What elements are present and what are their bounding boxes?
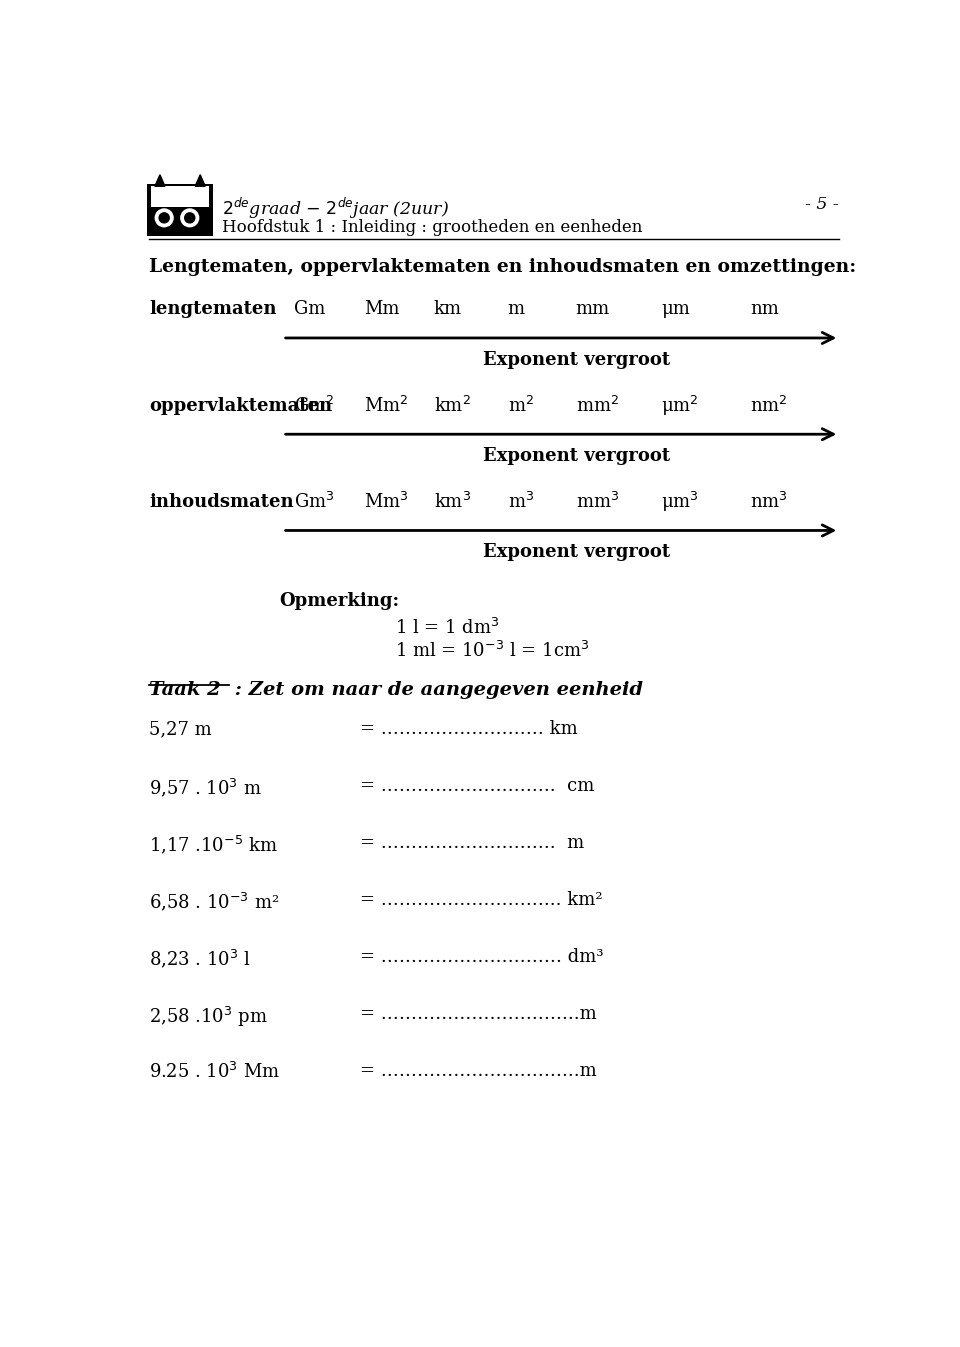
Text: Gm: Gm <box>295 300 325 318</box>
Text: 1 ml = 10$^{-3}$ l = 1cm$^3$: 1 ml = 10$^{-3}$ l = 1cm$^3$ <box>396 641 589 660</box>
Text: mm$^2$: mm$^2$ <box>576 396 619 416</box>
Circle shape <box>184 213 195 222</box>
Bar <box>147 185 213 236</box>
Bar <box>151 186 209 207</box>
Polygon shape <box>155 175 165 186</box>
Text: 5,27 m: 5,27 m <box>150 719 212 738</box>
Text: km: km <box>434 300 462 318</box>
Text: Exponent vergroot: Exponent vergroot <box>483 350 670 369</box>
Text: μm$^3$: μm$^3$ <box>660 490 699 515</box>
Text: = …………………………...m: = …………………………...m <box>360 1061 597 1080</box>
Text: Mm$^2$: Mm$^2$ <box>364 396 409 416</box>
Text: nm$^2$: nm$^2$ <box>750 396 787 416</box>
Circle shape <box>156 209 173 226</box>
Circle shape <box>180 209 199 226</box>
Text: m$^2$: m$^2$ <box>508 396 534 416</box>
Text: km$^2$: km$^2$ <box>434 396 470 416</box>
Text: = …………………………...m: = …………………………...m <box>360 1005 597 1022</box>
Text: Mm$^3$: Mm$^3$ <box>364 492 409 512</box>
Text: nm$^3$: nm$^3$ <box>750 492 788 512</box>
Text: 1 l = 1 dm$^3$: 1 l = 1 dm$^3$ <box>396 617 499 637</box>
Text: = ………………………… dm³: = ………………………… dm³ <box>360 948 604 966</box>
Text: = ………………………..  cm: = ……………………….. cm <box>360 777 594 795</box>
Text: 2,58 .10$^{3}$ pm: 2,58 .10$^{3}$ pm <box>150 1005 269 1029</box>
Text: Lengtematen, oppervlaktematen en inhoudsmaten en omzettingen:: Lengtematen, oppervlaktematen en inhouds… <box>150 257 856 276</box>
Text: = ………………………..  m: = ……………………….. m <box>360 834 585 851</box>
Text: 8,23 . 10$^{3}$ l: 8,23 . 10$^{3}$ l <box>150 948 252 970</box>
Text: μm$^2$: μm$^2$ <box>660 393 699 418</box>
Text: = ……………………… km: = ……………………… km <box>360 719 578 738</box>
Text: Exponent vergroot: Exponent vergroot <box>483 543 670 562</box>
Text: Hoofdstuk 1 : Inleiding : grootheden en eenheden: Hoofdstuk 1 : Inleiding : grootheden en … <box>223 220 642 236</box>
Text: Mm: Mm <box>364 300 399 318</box>
Text: m$^3$: m$^3$ <box>508 492 534 512</box>
Text: m: m <box>508 300 524 318</box>
Text: lengtematen: lengtematen <box>150 300 276 318</box>
Text: Gm$^3$: Gm$^3$ <box>295 492 335 512</box>
Text: Exponent vergroot: Exponent vergroot <box>483 447 670 465</box>
Text: Gm$^2$: Gm$^2$ <box>295 396 335 416</box>
Text: 1,17 .10$^{−5}$ km: 1,17 .10$^{−5}$ km <box>150 834 278 857</box>
Polygon shape <box>195 175 205 186</box>
Circle shape <box>159 213 169 222</box>
Text: nm: nm <box>750 300 779 318</box>
Text: Opmerking:: Opmerking: <box>278 593 399 610</box>
Text: : Zet om naar de aangegeven eenheid: : Zet om naar de aangegeven eenheid <box>228 682 643 699</box>
Text: 6,58 . 10$^{−3}$ m²: 6,58 . 10$^{−3}$ m² <box>150 890 279 913</box>
Text: - 5 -: - 5 - <box>805 195 839 213</box>
Text: km$^3$: km$^3$ <box>434 492 471 512</box>
Text: = ………………………... km²: = ………………………... km² <box>360 890 603 909</box>
Text: mm$^3$: mm$^3$ <box>576 492 619 512</box>
Text: Taak 2: Taak 2 <box>150 682 221 699</box>
Text: mm: mm <box>576 300 610 318</box>
Text: inhoudsmaten: inhoudsmaten <box>150 493 294 511</box>
Text: μm: μm <box>660 300 690 318</box>
Text: 9,57 . 10$^{3}$ m: 9,57 . 10$^{3}$ m <box>150 777 262 799</box>
Text: $2^{de}$graad $-$ $2^{de}$jaar (2uur): $2^{de}$graad $-$ $2^{de}$jaar (2uur) <box>223 195 449 221</box>
Text: 9.25 . 10$^{3}$ Mm: 9.25 . 10$^{3}$ Mm <box>150 1061 280 1082</box>
Text: oppervlaktematen: oppervlaktematen <box>150 397 332 415</box>
